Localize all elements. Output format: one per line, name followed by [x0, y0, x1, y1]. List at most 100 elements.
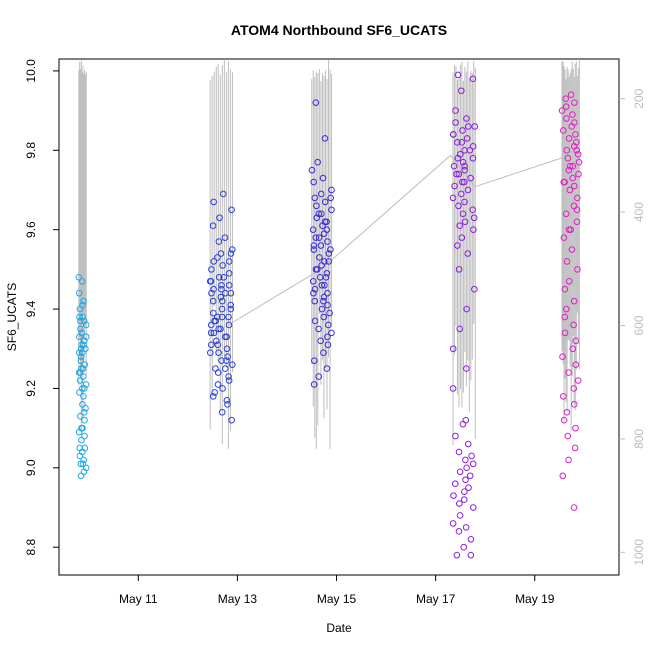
data-point [229, 361, 236, 368]
y2-tick-label: 600 [632, 315, 646, 335]
data-point [464, 250, 471, 257]
data-point [572, 139, 580, 146]
y-tick-label: 9.2 [24, 380, 38, 397]
data-point [452, 119, 459, 126]
data-point [78, 349, 86, 357]
data-point [82, 321, 90, 329]
data-point [328, 206, 335, 214]
data-point [220, 274, 228, 281]
transit-path [227, 154, 570, 326]
data-point [463, 135, 471, 142]
x-tick-label: May 17 [416, 592, 456, 606]
data-point [77, 353, 85, 360]
data-point [463, 365, 470, 372]
data-point [454, 242, 461, 249]
data-point [219, 297, 226, 305]
data-point [207, 321, 215, 329]
data-point [569, 162, 577, 170]
data-point [573, 218, 581, 226]
data-point [451, 480, 459, 488]
data-point [573, 146, 581, 154]
data-point [462, 524, 470, 531]
data-point [450, 492, 457, 499]
data-point [318, 210, 325, 218]
data-point [223, 397, 231, 404]
data-point [218, 313, 226, 321]
plot-frame [58, 58, 620, 576]
data-point [455, 170, 463, 178]
data-point [75, 274, 83, 281]
data-point [321, 135, 329, 142]
y2-tick-label: 400 [632, 202, 646, 222]
data-point [452, 432, 459, 440]
data-point [311, 194, 319, 202]
data-point [227, 250, 235, 257]
data-point [323, 365, 331, 372]
data-point [464, 440, 472, 448]
data-point [82, 404, 89, 412]
data-point [78, 436, 85, 444]
data-point [470, 214, 478, 222]
data-point [324, 289, 331, 297]
data-point [319, 174, 327, 182]
data-point [225, 270, 233, 277]
data-point [469, 206, 477, 214]
data-point [449, 385, 457, 392]
data-point [311, 285, 319, 293]
y-tick-label: 9.0 [24, 459, 38, 476]
data-point [460, 178, 468, 186]
data-point [318, 281, 326, 289]
data-point [321, 258, 328, 265]
data-point [225, 313, 232, 321]
data-point [562, 95, 570, 102]
data-point [207, 341, 215, 349]
data-point [326, 309, 333, 317]
data-point [570, 401, 578, 408]
data-points [75, 71, 583, 559]
data-point [225, 281, 233, 289]
data-point [461, 218, 469, 226]
data-point [315, 373, 323, 380]
data-point [463, 464, 470, 472]
data-point [465, 484, 472, 491]
data-point [77, 412, 84, 420]
data-point [469, 154, 477, 162]
data-point [82, 381, 90, 388]
data-point [566, 186, 574, 194]
data-point [313, 214, 321, 222]
data-point [574, 150, 582, 158]
data-point [218, 281, 225, 289]
data-point [468, 452, 475, 460]
data-point [573, 206, 581, 214]
data-point [459, 158, 467, 166]
data-point [80, 373, 87, 380]
data-point [469, 460, 477, 468]
data-point [214, 381, 222, 388]
data-point [76, 333, 83, 341]
data-point [451, 182, 458, 190]
data-point [76, 452, 84, 460]
data-point [460, 496, 468, 503]
data-point [570, 385, 578, 392]
y2-axis: 200 400 600 800 1000 [619, 88, 646, 566]
data-point [574, 377, 582, 384]
data-point [321, 218, 329, 226]
data-point [574, 194, 581, 202]
data-point [317, 337, 324, 345]
y2-tick-label: 1000 [632, 539, 646, 566]
data-point [456, 512, 464, 519]
data-point [461, 162, 468, 170]
data-point [208, 266, 215, 273]
y-axis-label: SF6_UCATS [5, 283, 19, 351]
x-tick-label: May 11 [119, 592, 158, 606]
data-point [461, 488, 468, 495]
data-point [565, 166, 573, 174]
data-point [467, 535, 475, 543]
data-point [315, 210, 323, 218]
data-point [571, 444, 579, 452]
data-point [559, 353, 566, 360]
data-point [320, 293, 328, 301]
data-point [567, 91, 575, 99]
data-point [564, 154, 572, 162]
